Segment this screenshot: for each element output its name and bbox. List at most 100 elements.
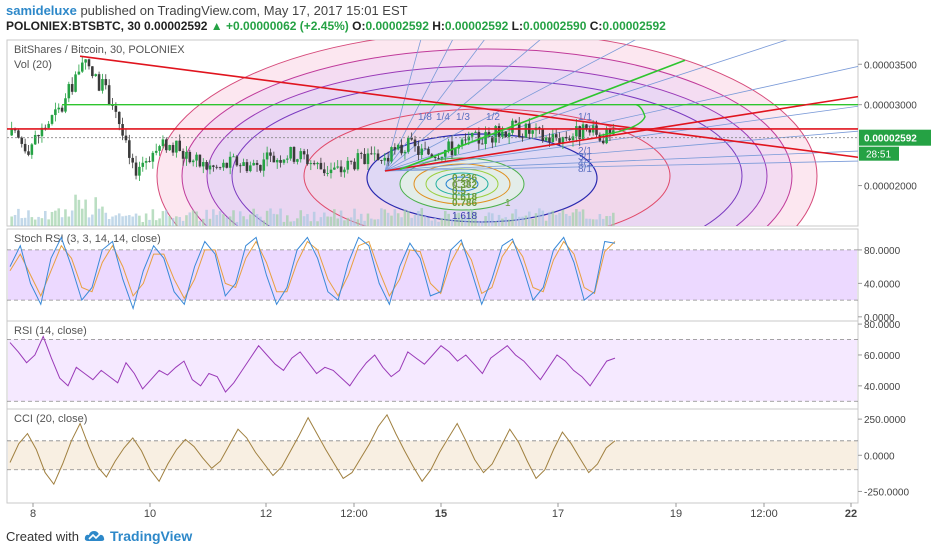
candle-body	[612, 130, 615, 135]
trendline-green	[399, 59, 686, 171]
candle-body	[454, 148, 457, 156]
volume-bar	[326, 216, 329, 226]
current-price: 0.00002592	[144, 19, 208, 33]
arc-projection	[599, 104, 646, 137]
candle-body	[91, 66, 94, 77]
rsi-line	[9, 335, 616, 393]
volume-bar	[568, 215, 571, 226]
candle-body	[131, 157, 134, 163]
candle-body	[575, 126, 578, 137]
volume-bar	[91, 214, 94, 226]
candle-body	[252, 162, 255, 166]
volume-bar	[101, 206, 104, 226]
candle-body	[460, 139, 464, 145]
candle-body	[84, 59, 87, 63]
volume-bar	[60, 217, 64, 226]
candle-body	[410, 137, 413, 140]
volume-bar	[67, 216, 71, 226]
volume-bar	[538, 208, 541, 226]
volume-bar	[138, 215, 141, 226]
candle-body	[27, 151, 30, 155]
volume-bar	[407, 211, 410, 226]
time-tick-label: 22	[845, 508, 857, 520]
volume-bar	[185, 215, 188, 226]
volume-bar	[87, 217, 91, 226]
volume-bar	[605, 216, 608, 226]
volume-bar	[168, 215, 171, 226]
volume-bar	[235, 221, 239, 226]
volume-bar	[588, 218, 592, 226]
volume-bar	[316, 221, 319, 226]
fib-label: 0.382	[452, 180, 477, 191]
candle-body	[94, 74, 97, 77]
volume-bar	[575, 209, 578, 226]
volume-bar	[309, 221, 313, 226]
candle-body	[47, 123, 50, 128]
candle-body	[423, 148, 427, 150]
candle-body	[322, 169, 326, 174]
volume-bar	[27, 210, 30, 226]
indicator-title: CCI (20, close)	[14, 413, 87, 425]
volume-bar	[420, 208, 424, 226]
fan-line	[384, 160, 858, 172]
candle-body	[235, 156, 239, 166]
candle-body	[77, 71, 81, 75]
candle-body	[74, 74, 77, 92]
volume-bar	[521, 216, 524, 226]
volume-bar	[74, 194, 77, 226]
volume-bar	[400, 217, 403, 226]
volume-bar	[383, 209, 387, 226]
volume-bar	[386, 212, 390, 226]
volume-bar	[356, 219, 360, 226]
close-label: C:	[589, 19, 603, 33]
candle-body	[474, 131, 477, 133]
candle-body	[128, 140, 131, 158]
tradingview-brand[interactable]: TradingView	[110, 528, 193, 544]
volume-bar	[410, 217, 413, 226]
volume-bar	[548, 211, 551, 226]
volume-bar	[480, 221, 484, 226]
candle-body	[195, 154, 198, 161]
volume-bar	[373, 219, 376, 226]
volume-bar	[393, 209, 397, 226]
time-tick-label: 12	[260, 508, 272, 520]
author-link[interactable]: samideluxe	[6, 3, 77, 18]
volume-bar	[218, 211, 222, 226]
volume-bar	[188, 212, 192, 226]
open-label: O:	[352, 19, 366, 33]
candle-body	[507, 132, 511, 138]
volume-bar	[551, 210, 555, 226]
volume-bar	[249, 214, 252, 226]
candle-body	[430, 154, 434, 158]
candle-body	[312, 163, 316, 165]
candle-body	[521, 137, 524, 139]
volume-bar	[484, 216, 487, 226]
fan-label: 1/3	[456, 112, 470, 123]
volume-bar	[507, 219, 511, 226]
volume-bar	[111, 216, 114, 226]
volume-bar	[359, 213, 363, 226]
candle-body	[319, 162, 323, 170]
candle-body	[158, 146, 161, 151]
candle-body	[191, 160, 195, 163]
candle-body	[272, 155, 276, 163]
volume-bar	[329, 216, 333, 226]
candle-body	[286, 158, 289, 160]
candle-body	[363, 153, 366, 165]
volume-bar	[262, 220, 266, 226]
candle-body	[245, 162, 249, 172]
candle-body	[134, 162, 138, 176]
volume-bar	[228, 216, 232, 226]
candle-body	[228, 156, 232, 168]
time-tick-label: 12:00	[340, 508, 368, 520]
volume-bar	[517, 216, 521, 226]
volume-bar	[376, 219, 380, 226]
volume-bar	[370, 218, 373, 226]
volume-bar	[454, 213, 457, 226]
volume-bar	[561, 209, 565, 226]
volume-bar	[511, 213, 514, 226]
volume-bar	[158, 218, 161, 226]
chart-canvas[interactable]: BitShares / Bitcoin, 30, POLONIEX Vol (20…	[0, 36, 932, 523]
volume-bar	[10, 216, 13, 226]
volume-bar	[84, 199, 87, 226]
